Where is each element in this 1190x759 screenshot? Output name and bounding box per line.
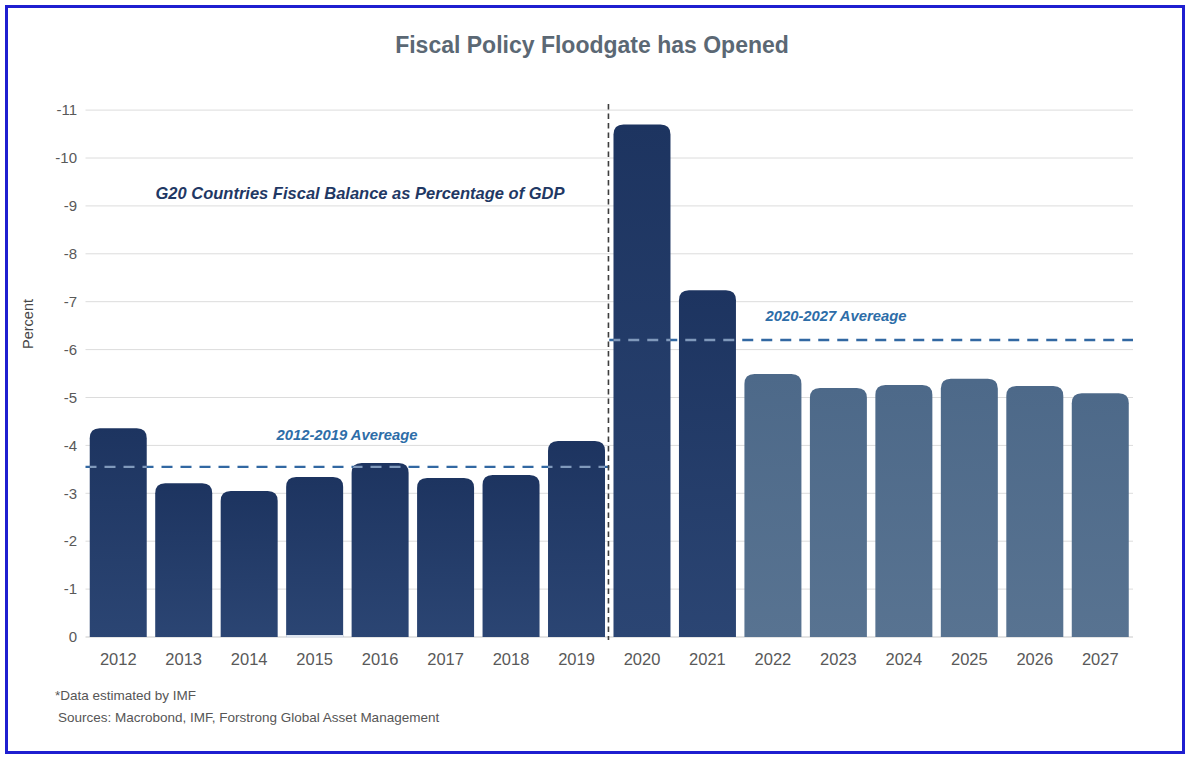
x-tick-label-2012: 2012 [100,650,137,668]
y-tick-label--2: -2 [64,532,77,549]
bar-2014 [221,491,278,637]
x-tick-label-2022: 2022 [755,650,792,668]
sources-line: Sources: Macrobond, IMF, Forstrong Globa… [58,710,439,725]
bar-2015 [286,477,343,637]
x-tick-label-2014: 2014 [231,650,268,668]
average-label-2020-2027: 2020-2027 Avereage [765,308,907,324]
x-tick-label-2026: 2026 [1016,650,1053,668]
bar-2016 [352,463,409,637]
x-tick-label-2016: 2016 [362,650,399,668]
x-axis-tick-labels: 2012 2013 2014 2015 2016 2017 2018 2019 2020 2021… [100,650,1119,668]
x-tick-label-2025: 2025 [951,650,988,668]
y-tick-label--7: -7 [64,293,77,310]
x-tick-label-2018: 2018 [493,650,530,668]
average-label-2012-2019: 2012-2019 Avereage [276,427,418,443]
bar-highlight-strip [286,635,343,638]
y-tick-label--11: -11 [56,101,77,118]
y-tick-label-0: 0 [69,628,77,645]
bar-2019 [548,441,605,637]
chart-title: Fiscal Policy Floodgate has Opened [395,32,789,58]
bar-2013 [155,483,212,637]
x-tick-label-2013: 2013 [165,650,202,668]
bar-2021 [679,290,736,637]
bar-2024 [875,385,932,637]
y-tick-label--3: -3 [64,485,77,502]
y-tick-label--4: -4 [64,437,77,454]
bar-2012 [90,428,147,637]
y-tick-label--9: -9 [64,197,77,214]
bar-2018 [483,475,540,637]
y-axis-title: Percent [20,299,36,349]
y-tick-label--5: -5 [64,389,77,406]
x-tick-label-2027: 2027 [1082,650,1119,668]
bar-2027 [1072,393,1129,637]
y-tick-label--1: -1 [64,580,77,597]
y-axis-tick-labels: 0 -1 -2 -3 -4 -5 -6 -7 -8 -9 -10 -11 [55,101,77,645]
bar-2022 [744,374,801,637]
x-tick-label-2017: 2017 [427,650,464,668]
x-tick-label-2020: 2020 [624,650,661,668]
y-tick-label--10: -10 [55,149,77,166]
x-tick-label-2023: 2023 [820,650,857,668]
bar-2026 [1006,386,1063,637]
y-tick-label--6: -6 [64,341,77,358]
bar-2023 [810,388,867,637]
fiscal-policy-chart: Fiscal Policy Floodgate has Opened 0 -1 -2… [0,0,1190,759]
y-tick-label--8: -8 [64,245,77,262]
footnote: *Data estimated by IMF [55,688,196,703]
x-tick-label-2019: 2019 [558,650,595,668]
bar-2017 [417,478,474,637]
chart-frame [7,7,1184,753]
x-tick-label-2021: 2021 [689,650,726,668]
bar-2020 [613,124,670,637]
chart-subtitle: G20 Countries Fiscal Balance as Percenta… [156,184,566,202]
x-tick-label-2024: 2024 [886,650,923,668]
bar-2025 [941,379,998,637]
x-tick-label-2015: 2015 [296,650,333,668]
